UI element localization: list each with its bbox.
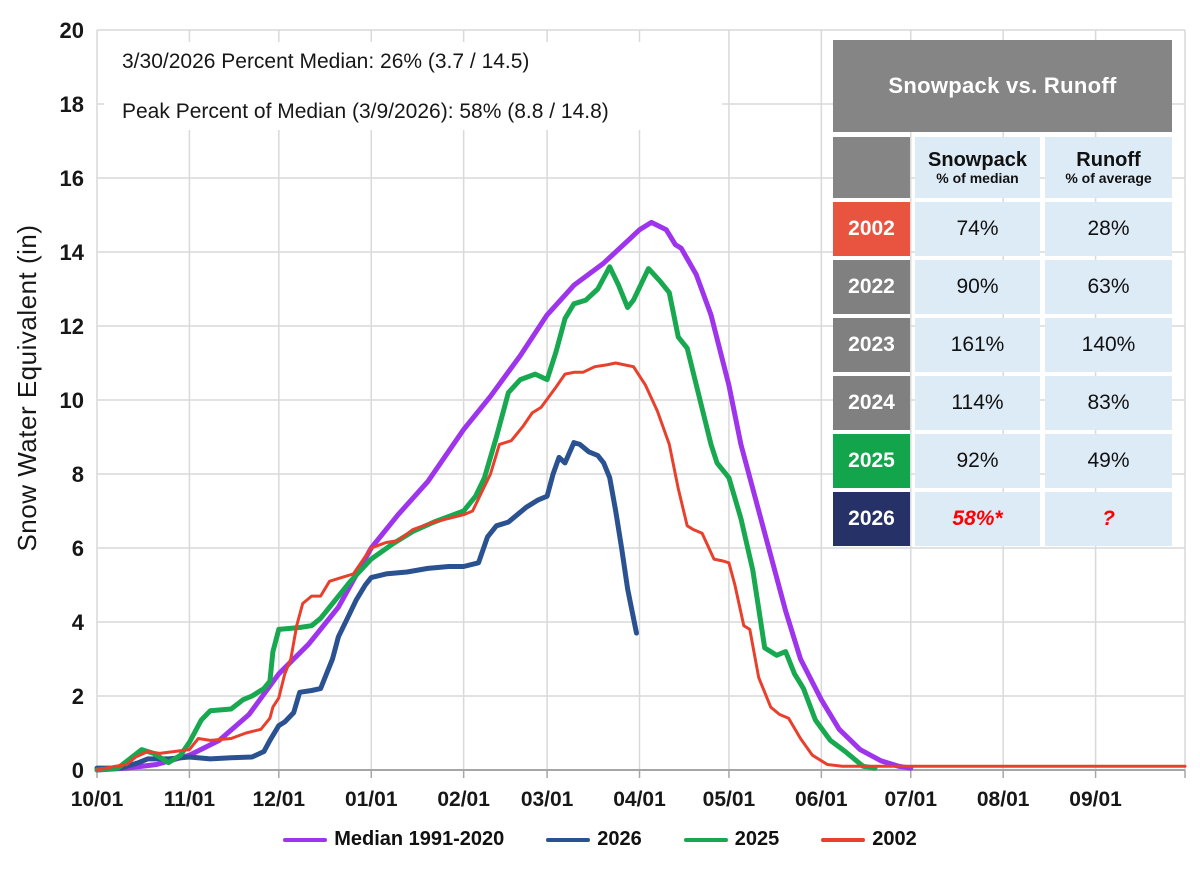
snowpack-value-2022: 90% [915, 260, 1040, 314]
table-row: 2023 161% 140% [833, 318, 1172, 372]
runoff-value-2024: 83% [1045, 376, 1172, 430]
svg-text:06/01: 06/01 [795, 788, 848, 811]
svg-text:18: 18 [60, 92, 84, 117]
annotation-box: 3/30/2026 Percent Median: 26% (3.7 / 14.… [104, 42, 722, 130]
svg-text:05/01: 05/01 [703, 788, 756, 811]
annotation-peak-percent: Peak Percent of Median (3/9/2026): 58% (… [122, 100, 609, 123]
legend-line-median-icon [283, 837, 328, 842]
table-title: Snowpack vs. Runoff [833, 40, 1172, 132]
snowpack-value-2024: 114% [915, 376, 1040, 430]
svg-text:20: 20 [60, 18, 84, 43]
svg-text:2: 2 [72, 684, 84, 709]
year-cell-2026: 2026 [833, 492, 910, 546]
svg-text:01/01: 01/01 [345, 788, 398, 811]
svg-text:02/01: 02/01 [437, 788, 490, 811]
table-row: 2026 58%* ? [833, 492, 1172, 546]
svg-text:12/01: 12/01 [253, 788, 306, 811]
svg-text:11/01: 11/01 [164, 788, 216, 811]
runoff-value-2022: 63% [1045, 260, 1172, 314]
svg-text:12: 12 [60, 314, 84, 339]
svg-text:16: 16 [60, 166, 84, 191]
table-row: 2024 114% 83% [833, 376, 1172, 430]
year-cell-2024: 2024 [833, 376, 910, 430]
legend-item-median: Median 1991-2020 [283, 828, 504, 851]
legend-item-2002: 2002 [821, 828, 917, 851]
runoff-value-2026: ? [1045, 492, 1172, 546]
year-cell-2025: 2025 [833, 434, 910, 488]
legend-item-2026: 2026 [546, 828, 642, 851]
svg-text:07/01: 07/01 [884, 788, 937, 811]
svg-text:6: 6 [72, 536, 84, 561]
column-header-snowpack: Snowpack % of median [915, 137, 1040, 198]
svg-text:08/01: 08/01 [977, 788, 1030, 811]
svg-text:03/01: 03/01 [521, 788, 574, 811]
svg-text:10: 10 [60, 388, 84, 413]
table-header-row: Snowpack % of median Runoff % of average [833, 137, 1172, 198]
snowpack-value-2002: 74% [915, 202, 1040, 256]
column-header-runoff: Runoff % of average [1045, 137, 1172, 198]
legend-line-2025-icon [683, 837, 728, 842]
svg-text:4: 4 [72, 610, 85, 635]
svg-text:09/01: 09/01 [1069, 788, 1122, 811]
table-corner-cell [833, 137, 910, 198]
snowpack-value-2023: 161% [915, 318, 1040, 372]
snowpack-value-2026: 58%* [915, 492, 1040, 546]
table-row: 2025 92% 49% [833, 434, 1172, 488]
legend-item-2025: 2025 [683, 828, 779, 851]
runoff-value-2002: 28% [1045, 202, 1172, 256]
y-axis-title: Snow Water Equivalent (in) [12, 224, 42, 552]
legend-line-2002-icon [821, 837, 866, 842]
snowpack-runoff-table: Snowpack vs. Runoff Snowpack % of median… [833, 40, 1172, 546]
chart-legend: Median 1991-2020 2026 2025 2002 [0, 828, 1200, 851]
legend-line-2026-icon [546, 837, 591, 842]
year-cell-2002: 2002 [833, 202, 910, 256]
svg-text:10/01: 10/01 [71, 788, 124, 811]
runoff-value-2025: 49% [1045, 434, 1172, 488]
table-row: 2002 74% 28% [833, 202, 1172, 256]
snowpack-value-2025: 92% [915, 434, 1040, 488]
svg-text:0: 0 [72, 758, 84, 783]
svg-text:8: 8 [72, 462, 84, 487]
runoff-value-2023: 140% [1045, 318, 1172, 372]
svg-text:14: 14 [60, 240, 85, 265]
annotation-current-percent: 3/30/2026 Percent Median: 26% (3.7 / 14.… [122, 50, 530, 73]
year-cell-2023: 2023 [833, 318, 910, 372]
year-cell-2022: 2022 [833, 260, 910, 314]
table-row: 2022 90% 63% [833, 260, 1172, 314]
svg-text:04/01: 04/01 [613, 788, 666, 811]
